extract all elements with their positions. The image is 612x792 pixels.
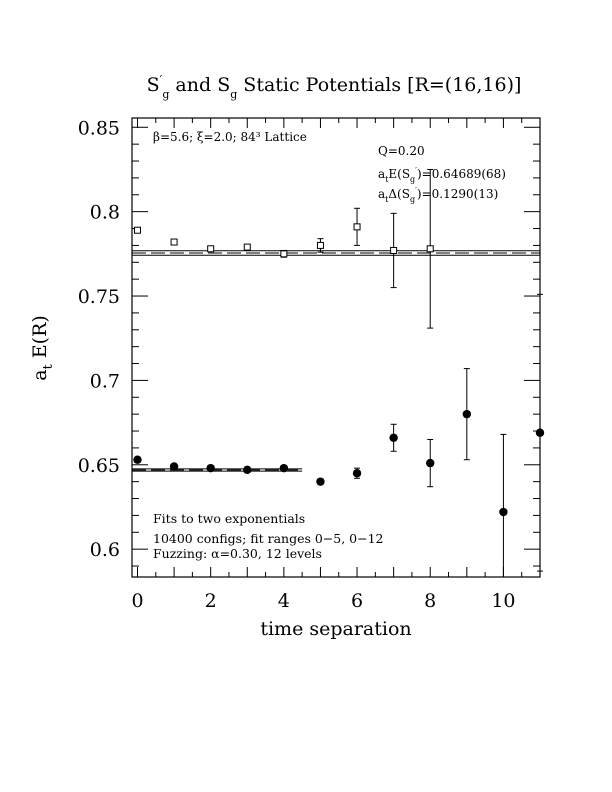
circle-point xyxy=(535,428,545,437)
axis-ticks: 0 2 4 6 8 10 0.6 0.65 0.7 0.75 0.8 0.85 xyxy=(78,117,541,612)
x-tick-label: 6 xyxy=(351,590,363,612)
square-point xyxy=(207,245,215,253)
square-point xyxy=(280,250,288,258)
x-tick-label: 2 xyxy=(205,590,217,612)
circle-point xyxy=(352,469,362,478)
x-tick-label: 0 xyxy=(131,590,143,612)
y-tick-label: 0.8 xyxy=(90,202,120,224)
fit-bands xyxy=(132,250,540,472)
y-tick-label: 0.65 xyxy=(78,455,120,477)
lattice-annotation: β=5.6; ξ=2.0; 84³ Lattice xyxy=(153,130,307,144)
q-annotation: Q=0.20 xyxy=(378,144,425,158)
circle-point xyxy=(462,409,472,419)
circle-point xyxy=(169,462,179,471)
fits-annotation: Fits to two exponentials xyxy=(153,511,305,526)
y-tick-label: 0.75 xyxy=(78,286,120,308)
square-point xyxy=(243,243,251,251)
circle-point xyxy=(426,458,435,468)
chart-title: S′g and Sg Static Potentials [R=(16,16)] xyxy=(147,73,522,101)
circle-point xyxy=(206,463,215,473)
y-axis-label: at E(R) xyxy=(29,315,56,381)
circle-point xyxy=(243,465,252,475)
square-point xyxy=(353,223,361,231)
square-point xyxy=(170,238,178,246)
fuzzing-annotation: Fuzzing: α=0.30, 12 levels xyxy=(153,546,322,561)
square-point xyxy=(426,245,434,253)
circle-point xyxy=(499,507,508,517)
delta-annotation: atΔ(Sg′)=0.1290(13) xyxy=(378,186,498,204)
circle-point xyxy=(389,433,398,442)
circle-point xyxy=(316,477,325,486)
circle-point xyxy=(133,455,142,464)
circle-point xyxy=(279,463,289,473)
square-point xyxy=(390,246,398,254)
x-axis-label: time separation xyxy=(260,618,411,640)
energy-annotation: atE(Sg′)=0.64689(68) xyxy=(378,166,506,184)
data-points xyxy=(133,168,545,577)
y-tick-label: 0.6 xyxy=(90,539,120,561)
configs-annotation: 10400 configs; fit ranges 0−5, 0−12 xyxy=(153,531,384,546)
y-tick-label: 0.7 xyxy=(90,370,120,392)
y-tick-label: 0.85 xyxy=(78,117,120,139)
x-tick-label: 10 xyxy=(491,590,515,612)
square-point xyxy=(316,241,324,249)
x-tick-label: 4 xyxy=(278,590,290,612)
x-tick-label: 8 xyxy=(424,590,436,612)
square-point xyxy=(133,226,141,234)
